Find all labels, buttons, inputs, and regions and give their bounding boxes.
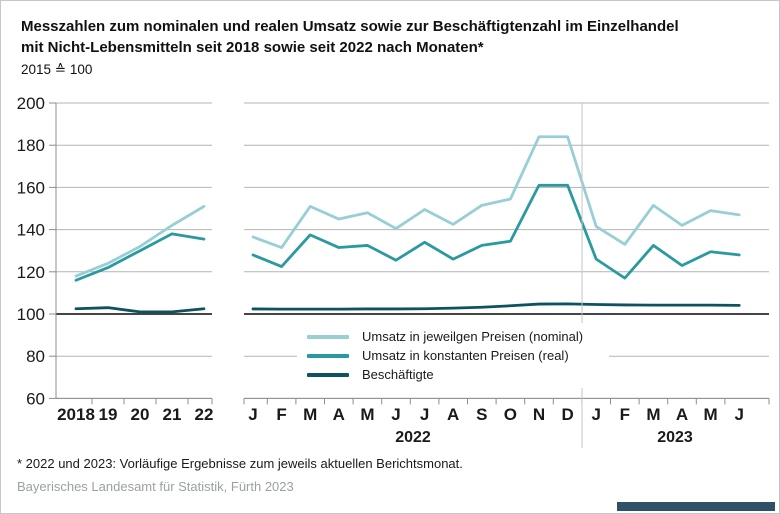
page-subtitle: 2015 ≙ 100	[21, 62, 93, 77]
x-axis-label: A	[333, 405, 345, 424]
x-axis-label: 21	[163, 405, 182, 424]
legend-swatch-real	[307, 353, 349, 358]
x-axis-label: A	[447, 405, 459, 424]
legend-label-employment: Beschäftigte	[362, 367, 434, 382]
source-credit: Bayerisches Landesamt für Statistik, Für…	[17, 479, 294, 494]
y-axis-label: 160	[17, 178, 45, 197]
legend-label-real: Umsatz in konstanten Preisen (real)	[362, 348, 569, 363]
series-annual-real-line	[74, 232, 206, 282]
y-axis-label: 80	[26, 347, 45, 366]
series-annual-nominal-line	[74, 204, 206, 278]
series-monthly-real-line	[251, 183, 741, 280]
x-axis-label: 19	[99, 405, 118, 424]
x-axis-label: O	[504, 405, 517, 424]
x-axis-label: M	[360, 405, 374, 424]
x-axis-label: F	[620, 405, 630, 424]
x-axis-label: J	[391, 405, 400, 424]
y-axis-label: 100	[17, 305, 45, 324]
title-line-1: Messzahlen zum nominalen und realen Umsa…	[21, 18, 679, 35]
legend-swatch-nominal	[307, 334, 349, 339]
legend-item-real: Umsatz in konstanten Preisen (real)	[307, 346, 609, 365]
x-axis-label: S	[476, 405, 487, 424]
series-annual-employment-line	[74, 306, 206, 314]
legend-item-employment: Beschäftigte	[307, 365, 609, 384]
y-axis-label: 140	[17, 221, 45, 240]
brand-bar	[617, 502, 775, 511]
legend-item-nominal: Umsatz in jeweilgen Preisen (nominal)	[307, 327, 609, 346]
page-title: Messzahlen zum nominalen und realen Umsa…	[21, 16, 766, 58]
series-monthly-nominal-line	[251, 135, 741, 249]
x-axis-label: D	[561, 405, 573, 424]
x-axis-label: M	[303, 405, 317, 424]
year-label-2023: 2023	[657, 429, 693, 446]
y-axis-label: 180	[17, 136, 45, 155]
y-axis-label: 200	[17, 94, 45, 113]
x-axis-label: J	[591, 405, 600, 424]
x-axis-label: F	[276, 405, 286, 424]
x-axis-label: N	[533, 405, 545, 424]
chart-legend: Umsatz in jeweilgen Preisen (nominal) Um…	[297, 323, 609, 388]
x-axis-label: J	[248, 405, 257, 424]
x-axis-label: 20	[131, 405, 150, 424]
x-axis-label: 2018	[57, 405, 95, 424]
series-monthly-employment-line	[251, 302, 741, 311]
title-line-2: mit Nicht-Lebensmitteln seit 2018 sowie …	[21, 39, 484, 56]
legend-label-nominal: Umsatz in jeweilgen Preisen (nominal)	[362, 329, 584, 344]
y-axis-label: 60	[26, 389, 45, 408]
x-axis-label: J	[734, 405, 743, 424]
legend-swatch-employment	[307, 372, 349, 377]
footnote: * 2022 und 2023: Vorläufige Ergebnisse z…	[17, 456, 463, 471]
x-axis-label: 22	[195, 405, 214, 424]
year-label-2022: 2022	[395, 429, 431, 446]
y-axis-label: 120	[17, 263, 45, 282]
x-axis-label: A	[676, 405, 688, 424]
x-axis-label: M	[704, 405, 718, 424]
x-axis-label: M	[646, 405, 660, 424]
x-axis-label: J	[420, 405, 429, 424]
